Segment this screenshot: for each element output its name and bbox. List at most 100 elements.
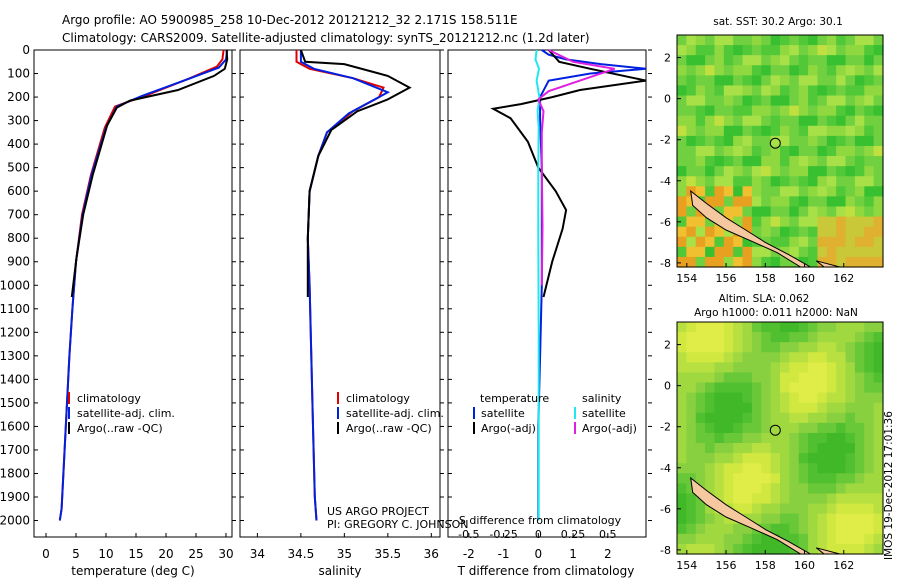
map-cell (695, 35, 706, 46)
map-cell (864, 453, 875, 464)
map-cell (686, 55, 697, 66)
map-cell (677, 332, 687, 343)
map-cell (808, 392, 819, 404)
map-cell (854, 392, 865, 404)
map-cell (789, 483, 800, 495)
temperature-xlabel: temperature (deg C) (71, 564, 194, 578)
timestamp: IMOS 19-Dec-2012 17:01:36 (883, 411, 895, 560)
map-cell (686, 362, 697, 374)
map-cell (761, 75, 772, 87)
map-cell (714, 392, 725, 404)
map-cell (695, 412, 706, 424)
map-cell (826, 543, 837, 555)
map-cell (751, 176, 762, 187)
map-cell (714, 382, 725, 394)
map-cell (761, 206, 772, 218)
map-cell (854, 322, 865, 333)
lat-tick-label: -4 (660, 462, 671, 475)
map-cell (705, 533, 716, 545)
map-cell (836, 85, 847, 97)
map-cell (733, 55, 744, 66)
map-cell (798, 186, 809, 197)
map-cell (817, 342, 828, 353)
map-cell (677, 95, 687, 107)
map-cell (770, 55, 781, 66)
map-cell (723, 125, 734, 137)
map-cell (705, 422, 716, 434)
map-cell (770, 463, 781, 474)
map-cell (723, 352, 734, 363)
map-cell (733, 156, 744, 167)
map-cell (761, 432, 772, 444)
depth-tick-label: 800 (7, 231, 30, 245)
map-cell (817, 372, 828, 384)
map-cell (845, 176, 856, 187)
map-cell (817, 95, 828, 107)
map-cell (836, 75, 847, 87)
map-cell (798, 256, 809, 268)
map-cell (695, 332, 706, 343)
map-cell (826, 135, 837, 147)
map-cell (836, 322, 847, 333)
map-cell (798, 362, 809, 374)
x-tick-label: -2 (463, 547, 475, 561)
map-cell (826, 115, 837, 127)
map-cell (761, 412, 772, 424)
map-cell (742, 246, 753, 258)
map-cell (723, 236, 734, 248)
map-cell (714, 463, 725, 474)
map-cell (723, 156, 734, 167)
x-tick-label: 36 (424, 547, 439, 561)
map-cell (770, 332, 781, 343)
map-cell (798, 35, 809, 46)
map-cell (864, 392, 875, 404)
map-cell (751, 125, 762, 137)
map-cell (780, 523, 790, 535)
x-tick-label: 5 (72, 547, 80, 561)
map-cell (761, 156, 772, 167)
map-cell (798, 402, 809, 414)
map-cell (723, 422, 734, 434)
map-cell (826, 186, 837, 197)
map-cell (770, 226, 781, 238)
map-cell (798, 216, 809, 228)
map-cell (695, 216, 706, 228)
map-cell (761, 95, 772, 107)
map-cell (789, 332, 800, 343)
map-cell (817, 422, 828, 434)
map-cell (808, 85, 819, 97)
map-cell (761, 135, 772, 147)
map-cell (789, 453, 800, 464)
depth-tick-label: 200 (7, 90, 30, 104)
map-cell (677, 322, 687, 333)
map-cell (751, 156, 762, 167)
map-cell (873, 115, 884, 127)
map-cell (798, 196, 809, 208)
legend-label-argo: Argo(..raw -QC) (346, 422, 432, 435)
map-cell (733, 322, 744, 333)
credit-line2: PI: GREGORY C. JOHNSON (327, 518, 468, 531)
map-cell (873, 145, 884, 157)
map-cell (723, 35, 734, 46)
map-cell (705, 196, 716, 208)
map-cell (770, 45, 781, 56)
map-cell (677, 503, 687, 515)
map-cell (770, 35, 781, 46)
map-cell (826, 503, 837, 515)
depth-tick-label: 500 (7, 161, 30, 175)
map-cell (836, 533, 847, 545)
map-cell (761, 105, 772, 117)
lat-tick-label: -4 (660, 175, 671, 188)
map-cell (751, 382, 762, 394)
map-cell (854, 135, 865, 147)
map-cell (808, 35, 819, 46)
map-cell (742, 483, 753, 495)
map-cell (780, 352, 790, 363)
map-cell (705, 85, 716, 97)
s-tick-label: 0.5 (599, 528, 617, 541)
map-cell (751, 85, 762, 97)
map-cell (723, 55, 734, 66)
salinity-xlabel: salinity (318, 564, 361, 578)
map-cell (845, 513, 856, 525)
map-cell (789, 45, 800, 56)
